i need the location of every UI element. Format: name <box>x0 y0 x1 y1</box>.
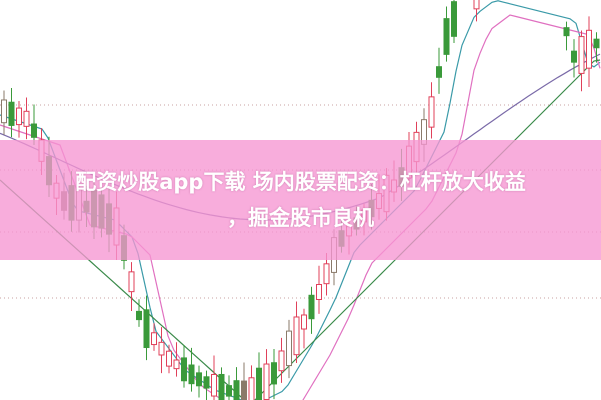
candle-body <box>323 263 330 285</box>
candle-body <box>211 373 217 397</box>
candle-body <box>278 350 285 372</box>
candle-body <box>263 363 270 400</box>
candle-body <box>593 38 600 49</box>
candle-body <box>578 36 585 74</box>
candle-body <box>586 29 592 69</box>
candle-body <box>196 372 202 387</box>
candle-body <box>203 376 210 389</box>
candle-body <box>451 1 457 37</box>
candle-body <box>8 101 15 126</box>
candle-body <box>316 284 322 300</box>
candle-body <box>23 110 30 127</box>
candle-body <box>143 309 150 349</box>
title-line-2: ，掘金股市良机 <box>227 206 374 230</box>
candle-body <box>443 18 450 55</box>
candle-body <box>173 359 180 370</box>
candle-body <box>188 364 195 385</box>
title-banner: 配资炒股app下载 场内股票配资：杠杆放大收益 ，掘金股市良机 <box>0 140 601 260</box>
candle-body <box>473 0 480 10</box>
candle-body <box>158 341 165 356</box>
candle-body <box>181 357 187 382</box>
candle-body <box>301 314 307 330</box>
candle-body <box>31 123 37 138</box>
candle-body <box>218 373 225 400</box>
candle-body <box>256 367 262 400</box>
candle-body <box>286 330 292 367</box>
candle-body <box>136 310 142 321</box>
candle-body <box>16 107 22 126</box>
candle-body <box>428 96 435 128</box>
candle-body <box>308 294 315 320</box>
candle-body <box>271 362 277 385</box>
candle-body <box>1 99 7 124</box>
candle-body <box>226 385 232 397</box>
candle-body <box>241 380 247 400</box>
candle-body <box>166 350 172 367</box>
candle-body <box>151 332 157 346</box>
title-line-1: 配资炒股app下载 场内股票配资：杠杆放大收益 <box>75 170 526 194</box>
candle-body <box>436 66 442 78</box>
candle-body <box>293 316 300 356</box>
candle-body <box>233 380 240 400</box>
candle-body <box>128 271 135 293</box>
candle-body <box>571 50 577 63</box>
candle-body <box>248 377 255 400</box>
candle-body <box>563 27 570 37</box>
